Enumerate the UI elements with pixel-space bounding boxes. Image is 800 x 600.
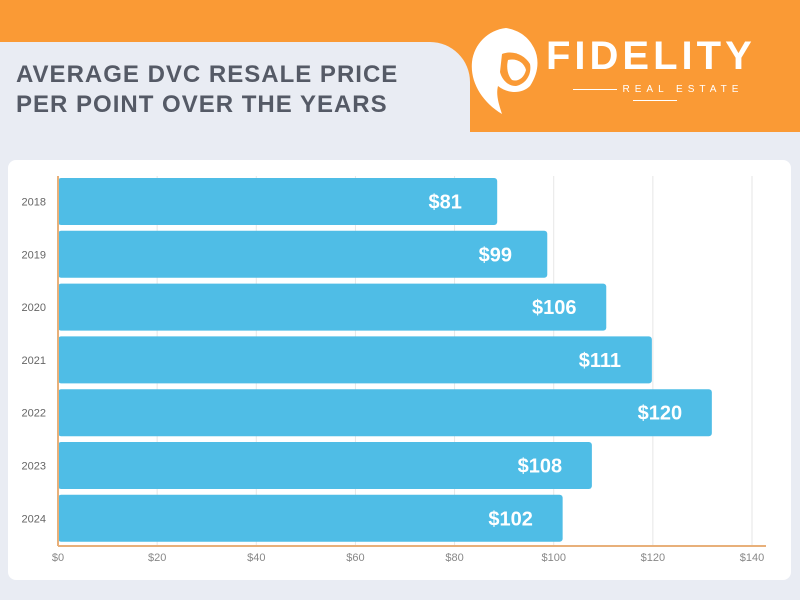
y-tick-label: 2024 — [22, 513, 46, 525]
x-tick-label: $80 — [445, 552, 463, 564]
bar-2019 — [58, 230, 548, 278]
y-tick-label: 2023 — [22, 461, 46, 473]
x-tick-label: $60 — [346, 552, 364, 564]
y-tick-label: 2022 — [22, 408, 46, 420]
x-tick-label: $0 — [52, 552, 64, 564]
bar-2023 — [58, 442, 592, 489]
data-label: $99 — [479, 244, 512, 266]
chart-title: AVERAGE DVC RESALE PRICE PER POINT OVER … — [16, 60, 398, 120]
y-tick-label: 2020 — [22, 302, 46, 314]
lion-head-icon — [471, 28, 538, 114]
y-tick-label: 2019 — [22, 249, 46, 261]
title-panel — [0, 42, 470, 162]
x-tick-label: $20 — [148, 552, 166, 564]
bar-2021 — [58, 336, 652, 384]
data-label: $102 — [488, 508, 533, 530]
data-label: $120 — [638, 403, 683, 425]
y-tick-label: 2021 — [22, 355, 46, 367]
y-tick-label: 2018 — [22, 197, 46, 209]
data-label: $81 — [429, 192, 462, 214]
title-line-1: AVERAGE DVC RESALE PRICE — [16, 61, 399, 88]
logo-tagline: REAL ESTATE — [546, 84, 764, 106]
data-label: $108 — [518, 456, 563, 478]
data-label: $106 — [532, 297, 577, 319]
data-label: $111 — [579, 350, 621, 372]
fidelity-logo: FIDELITY REAL ESTATE — [468, 24, 768, 119]
x-tick-label: $140 — [740, 552, 764, 564]
bar-2022 — [58, 389, 712, 437]
bar-2024 — [58, 494, 563, 542]
bar-2020 — [58, 283, 607, 331]
x-tick-label: $120 — [641, 552, 665, 564]
bar-2018 — [58, 178, 498, 225]
title-line-2: PER POINT OVER THE YEARS — [16, 91, 388, 118]
logo-name: FIDELITY — [546, 34, 756, 78]
x-tick-label: $40 — [247, 552, 265, 564]
x-tick-label: $100 — [541, 552, 565, 564]
